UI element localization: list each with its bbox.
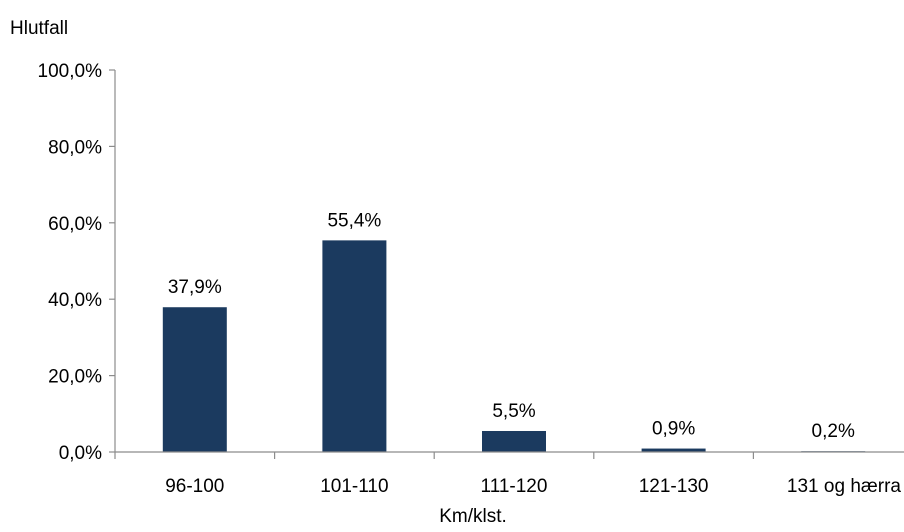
y-tick-label: 60,0% xyxy=(48,214,102,235)
bar-101-110 xyxy=(322,240,387,452)
data-label: 55,4% xyxy=(327,210,381,231)
y-tick-label: 0,0% xyxy=(59,443,102,464)
x-axis-label: Km/klst. xyxy=(439,506,507,527)
y-tick-label: 40,0% xyxy=(48,290,102,311)
x-tick-label: 96-100 xyxy=(165,476,224,497)
y-tick-label: 80,0% xyxy=(48,137,102,158)
x-tick-label: 121-130 xyxy=(639,476,709,497)
y-axis-label: Hlutfall xyxy=(10,18,68,39)
x-tick-label: 111-120 xyxy=(481,476,548,497)
x-tick-label: 101-110 xyxy=(320,476,388,497)
x-axis-ticks: 96-100 101-110 111-120 121-130 131 og hærra xyxy=(114,452,902,497)
bars xyxy=(162,240,866,453)
x-tick-label: 131 og hærra xyxy=(787,476,902,497)
data-label: 0,9% xyxy=(652,419,695,440)
bar-96-100 xyxy=(162,307,227,452)
y-tick-label: 100,0% xyxy=(38,61,103,82)
bar-121-130 xyxy=(641,448,706,452)
data-label: 5,5% xyxy=(492,401,535,422)
bar-111-120 xyxy=(482,430,546,452)
data-label: 0,2% xyxy=(812,421,855,442)
data-label: 37,9% xyxy=(168,277,222,298)
y-axis-ticks: 0,0% 20,0% 40,0% 60,0% 80,0% 100,0% xyxy=(38,61,115,464)
axes xyxy=(114,70,904,453)
y-tick-label: 20,0% xyxy=(48,367,102,388)
data-labels: 37,9% 55,4% 5,5% 0,9% 0,2% xyxy=(168,210,855,442)
